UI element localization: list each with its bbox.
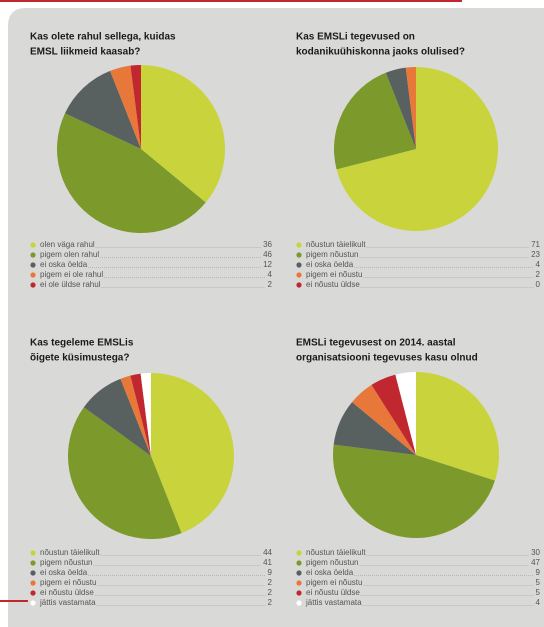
- legend-swatch: [296, 560, 302, 566]
- legend-value: 46: [263, 250, 272, 259]
- legend-swatch: [30, 550, 36, 556]
- chart-title: õigete küsimustega?: [30, 353, 129, 364]
- legend-swatch: [296, 242, 302, 248]
- legend-label: ei nõustu üldse: [306, 588, 360, 597]
- pie-slice: [333, 444, 495, 538]
- legend-swatch: [30, 272, 36, 278]
- legend-swatch: [296, 600, 302, 606]
- legend-label: pigem ei ole rahul: [40, 270, 103, 279]
- legend-label: pigem nõustun: [40, 558, 92, 567]
- top-rule: [0, 0, 462, 2]
- legend-label: ei oska öelda: [40, 260, 88, 269]
- pie-slice: [130, 373, 151, 456]
- pie-slice: [57, 113, 206, 233]
- legend-swatch: [30, 580, 36, 586]
- legend-value: 47: [531, 558, 540, 567]
- pie-slice: [141, 65, 225, 203]
- legend-value: 71: [531, 240, 540, 249]
- legend-value: 4: [268, 270, 273, 279]
- legend-label: olen väga rahul: [40, 240, 95, 249]
- legend-label: nõustun täielikult: [306, 548, 366, 557]
- legend-swatch: [296, 252, 302, 258]
- pie-slice: [64, 70, 141, 149]
- chart-title: EMSL liikmeid kaasab?: [30, 47, 140, 58]
- legend-value: 2: [268, 578, 273, 587]
- pie-slice: [336, 67, 498, 231]
- legend-value: 4: [536, 260, 541, 269]
- pie-slice: [405, 67, 416, 149]
- legend-label: jättis vastamata: [305, 598, 362, 607]
- legend-value: 9: [536, 568, 541, 577]
- legend-swatch: [30, 570, 36, 576]
- chart-title: kodanikuühiskonna jaoks olulised?: [296, 47, 465, 58]
- legend-swatch: [296, 282, 302, 288]
- pie-slice: [151, 373, 234, 534]
- legend-label: pigem nõustun: [306, 250, 358, 259]
- legend-label: ei oska öelda: [40, 568, 88, 577]
- legend-value: 2: [536, 270, 541, 279]
- legend-value: 5: [536, 588, 541, 597]
- pie-slice: [352, 384, 416, 455]
- legend-label: ei nõustu üldse: [40, 588, 94, 597]
- legend-label: pigem olen rahul: [40, 250, 99, 259]
- legend-label: pigem ei nõustu: [306, 270, 362, 279]
- legend-swatch: [30, 560, 36, 566]
- chart-title: Kas EMSLi tegevused on: [296, 32, 415, 43]
- pie-slice: [333, 72, 416, 170]
- legend-label: pigem ei nõustu: [40, 578, 96, 587]
- pie-slice: [395, 372, 416, 455]
- legend-swatch: [296, 590, 302, 596]
- bottom-rule: [0, 600, 28, 602]
- legend-label: nõustun täielikult: [40, 548, 100, 557]
- legend-value: 2: [268, 598, 273, 607]
- pie-slice: [110, 65, 141, 149]
- legend-label: ei ole üldse rahul: [40, 280, 101, 289]
- legend-swatch: [296, 272, 302, 278]
- legend-swatch: [30, 262, 36, 268]
- chart-title: Kas olete rahul sellega, kuidas: [30, 32, 176, 43]
- legend-swatch: [296, 580, 302, 586]
- legend-swatch: [30, 600, 36, 606]
- legend-value: 5: [536, 578, 541, 587]
- legend-swatch: [30, 242, 36, 248]
- legend-value: 2: [268, 588, 273, 597]
- pie-slice: [371, 374, 416, 455]
- legend-value: 0: [536, 280, 541, 289]
- pie-slice: [416, 371, 499, 481]
- legend-swatch: [296, 262, 302, 268]
- legend-value: 23: [531, 250, 540, 259]
- pie-slice: [333, 402, 416, 455]
- legend-swatch: [30, 282, 36, 288]
- chart-title: EMSLi tegevusest on 2014. aastal: [296, 338, 456, 349]
- legend-swatch: [296, 570, 302, 576]
- legend-value: 12: [263, 260, 272, 269]
- chart-title: Kas tegeleme EMSLis: [30, 338, 134, 349]
- legend-value: 41: [263, 558, 272, 567]
- pie-slice: [140, 373, 151, 456]
- pie-slice: [67, 407, 182, 539]
- pie-slice: [130, 65, 141, 149]
- legend-label: ei oska öelda: [306, 568, 354, 577]
- legend-label: nõustun täielikult: [306, 240, 366, 249]
- legend-label: ei oska öelda: [306, 260, 354, 269]
- legend-value: 2: [268, 280, 273, 289]
- legend-swatch: [30, 590, 36, 596]
- legend-swatch: [296, 550, 302, 556]
- legend-value: 36: [263, 240, 272, 249]
- legend-value: 44: [263, 548, 272, 557]
- chart-title: organisatsiooni tegevuses kasu olnud: [296, 353, 478, 364]
- pie-slice: [120, 375, 151, 456]
- legend-value: 9: [268, 568, 273, 577]
- legend-label: pigem nõustun: [306, 558, 358, 567]
- legend-label: ei nõustu üldse: [306, 280, 360, 289]
- legend-value: 30: [531, 548, 540, 557]
- pie-slice: [83, 378, 151, 456]
- legend-label: jättis vastamata: [39, 598, 96, 607]
- legend-swatch: [30, 252, 36, 258]
- legend-label: pigem ei nõustu: [306, 578, 362, 587]
- pie-slice: [385, 67, 416, 149]
- legend-value: 4: [536, 598, 541, 607]
